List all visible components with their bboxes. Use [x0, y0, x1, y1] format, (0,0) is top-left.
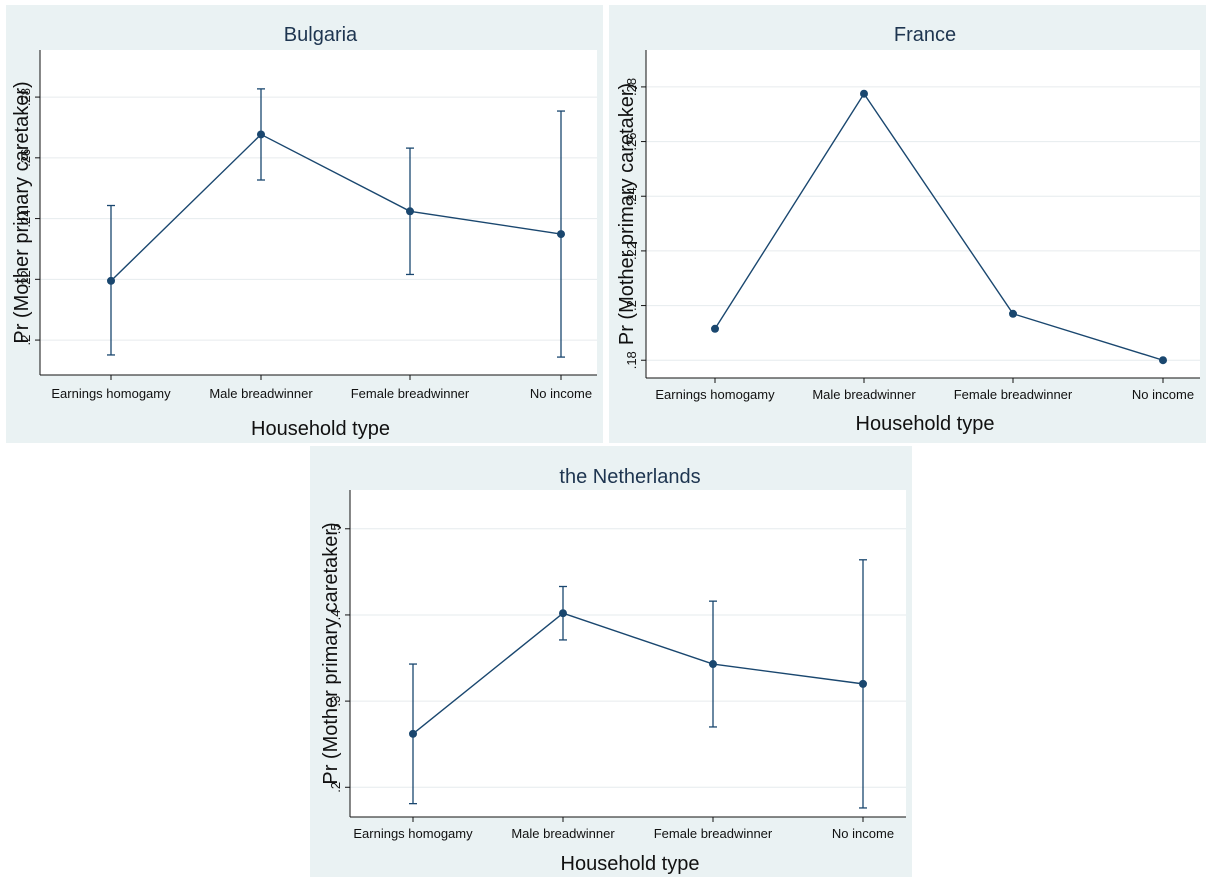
data-point: [1159, 356, 1167, 365]
chart-bulgaria: .2 .22 .24 .26 .28 Earnings homogamy Male brea…: [11, 24, 597, 440]
series-line: [110, 133, 562, 282]
category-label: Earnings homogamy: [353, 826, 473, 841]
x-axis-label: Household type: [251, 418, 390, 440]
data-point: [559, 609, 567, 618]
data-point: [257, 130, 265, 139]
x-axis-label: Household type: [561, 853, 700, 875]
chart-panel-netherlands: .2 .3 .4 .5 Earnings homogamy Male breadwinne…: [310, 446, 912, 877]
data-point: [409, 729, 417, 738]
y-tick-label: .24: [18, 210, 33, 228]
series-line: [714, 92, 1164, 361]
y-tick-label: .26: [624, 133, 639, 151]
y-tick-label: .18: [624, 351, 639, 369]
plot-area: [40, 50, 597, 375]
data-point: [107, 276, 115, 285]
data-point: [859, 679, 867, 688]
y-tick-label: .2: [328, 782, 343, 793]
data-point: [406, 207, 414, 216]
data-point: [557, 230, 565, 239]
chart-title-netherlands: the Netherlands: [559, 466, 700, 488]
category-label: Male breadwinner: [511, 826, 615, 841]
category-label: Earnings homogamy: [655, 387, 775, 402]
category-label: Earnings homogamy: [51, 386, 171, 401]
data-point: [709, 660, 717, 669]
category-label: Male breadwinner: [812, 387, 916, 402]
category-label: No income: [530, 386, 592, 401]
data-point: [1009, 309, 1017, 318]
chart-title-bulgaria: Bulgaria: [284, 24, 358, 46]
y-tick-label: .26: [18, 149, 33, 167]
category-label: Male breadwinner: [209, 386, 313, 401]
y-tick-label: .28: [18, 88, 33, 106]
y-axis-label: Pr (Mother primary caretaker): [320, 522, 342, 784]
y-tick-label: .2: [624, 300, 639, 311]
y-tick-label: .2: [18, 335, 33, 346]
y-tick-label: .4: [328, 610, 343, 621]
y-axis-label: Pr (Mother primary caretaker): [616, 83, 638, 345]
chart-netherlands: .2 .3 .4 .5 Earnings homogamy Male breadwinne…: [320, 466, 906, 875]
chart-france: .18 .2 .22 .24 .26 .28 Earnings homogamy Male b…: [616, 24, 1200, 435]
y-tick-label: .5: [328, 523, 343, 534]
data-point: [711, 324, 719, 333]
plot-area: [350, 490, 906, 817]
category-label: Female breadwinner: [351, 386, 470, 401]
chart-panel-france: .18 .2 .22 .24 .26 .28 Earnings homogamy Male b…: [609, 5, 1206, 443]
y-tick-label: .24: [624, 187, 639, 205]
x-axis-label: Household type: [856, 413, 995, 435]
category-label: No income: [832, 826, 894, 841]
chart-panel-bulgaria: .2 .22 .24 .26 .28 Earnings homogamy Male brea…: [6, 5, 603, 443]
series-line: [412, 612, 864, 735]
y-tick-label: .22: [624, 242, 639, 260]
category-label: Female breadwinner: [654, 826, 773, 841]
y-axis-label: Pr (Mother primary caretaker): [11, 81, 33, 343]
data-point: [860, 89, 868, 98]
category-label: Female breadwinner: [954, 387, 1073, 402]
plot-area: [646, 50, 1200, 378]
y-tick-label: .28: [624, 78, 639, 96]
category-label: No income: [1132, 387, 1194, 402]
chart-title-france: France: [894, 24, 956, 46]
y-tick-label: .3: [328, 696, 343, 707]
y-tick-label: .22: [18, 270, 33, 288]
